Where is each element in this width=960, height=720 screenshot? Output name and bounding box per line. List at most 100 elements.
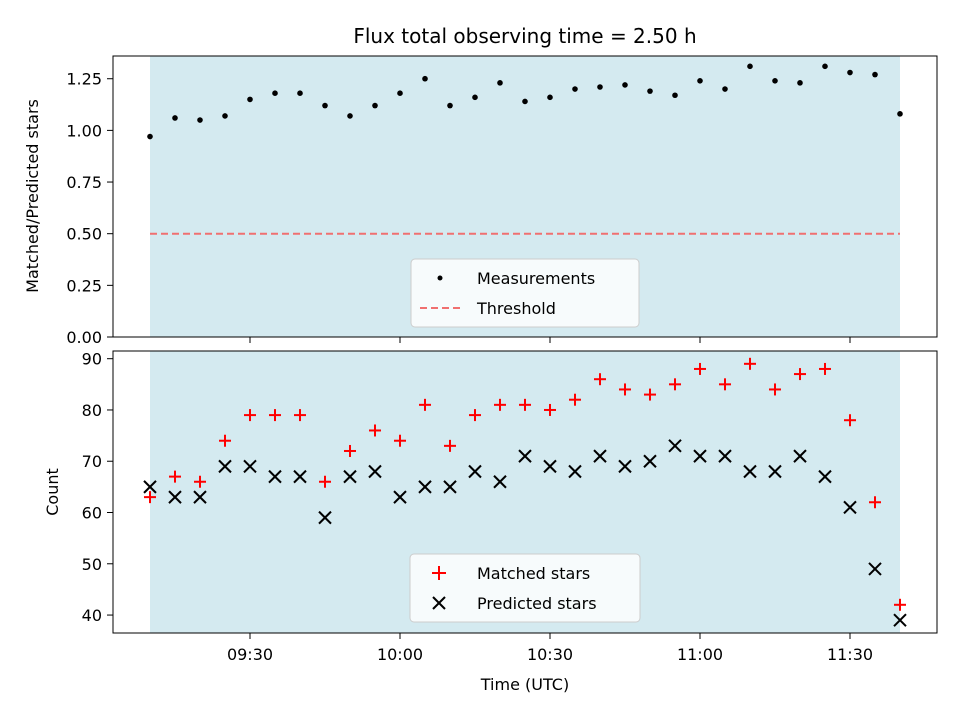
matched-star-point xyxy=(594,373,606,386)
measurement-point xyxy=(322,102,328,109)
predicted-star-point xyxy=(543,459,557,474)
measurement-point xyxy=(897,111,903,117)
predicted-star-point xyxy=(818,469,832,484)
predicted-star-point xyxy=(168,490,182,504)
measurement-point xyxy=(547,94,553,101)
predicted-star-point xyxy=(318,510,332,525)
predicted-star-point xyxy=(143,480,157,494)
top-axes-frame xyxy=(112,55,938,338)
measurement-point xyxy=(572,86,578,92)
predicted-star-point xyxy=(493,475,507,489)
legend-measurements-label: Measurements xyxy=(477,269,595,288)
legend-threshold-label: Threshold xyxy=(476,299,556,318)
xtick-label: 10:30 xyxy=(527,645,573,664)
measurement-point xyxy=(772,77,778,84)
predicted-star-point xyxy=(618,459,632,474)
bottom-legend: Matched stars Predicted stars xyxy=(409,553,641,623)
matched-star-point xyxy=(644,388,656,401)
predicted-star-point xyxy=(368,464,382,479)
matched-star-point xyxy=(544,403,556,416)
bottom-ytick-label: 80 xyxy=(82,401,102,420)
bottom-ytick-label: 90 xyxy=(82,350,102,369)
measurement-point xyxy=(597,84,603,90)
measurement-point xyxy=(797,80,803,86)
predicted-star-point xyxy=(443,480,457,494)
bottom-ytick-label: 40 xyxy=(82,606,102,625)
matched-star-point xyxy=(269,409,281,422)
predicted-star-point xyxy=(193,490,207,504)
predicted-star-point xyxy=(418,480,432,494)
measurement-point xyxy=(372,102,378,109)
predicted-star-point xyxy=(693,449,707,463)
legend-matched-label: Matched stars xyxy=(477,564,590,583)
matched-star-point xyxy=(369,424,381,437)
predicted-star-point xyxy=(568,464,582,479)
top-legend: Measurements Threshold xyxy=(410,258,640,328)
top-ytick-label: 0.75 xyxy=(66,173,102,192)
measurement-point xyxy=(522,98,528,105)
measurement-point xyxy=(672,92,678,99)
predicted-star-point xyxy=(668,439,682,453)
measurement-point xyxy=(297,90,303,96)
measurement-point xyxy=(222,113,228,119)
measurement-point xyxy=(872,71,878,78)
predicted-star-point xyxy=(843,500,857,515)
measurement-point xyxy=(147,133,153,140)
matched-star-point xyxy=(219,434,231,447)
predicted-star-point xyxy=(593,449,607,463)
matched-star-point xyxy=(619,383,631,396)
predicted-star-point xyxy=(343,469,357,484)
matched-star-point xyxy=(294,409,306,422)
measurement-point xyxy=(247,96,253,103)
measurement-point xyxy=(272,90,278,96)
matched-star-point xyxy=(819,362,831,375)
bottom-axes-frame xyxy=(112,350,938,634)
predicted-star-point xyxy=(718,449,732,463)
matched-star-point xyxy=(144,491,156,504)
legend-measurements-marker xyxy=(437,275,443,281)
bottom-ytick-label: 60 xyxy=(82,504,102,523)
measurement-point xyxy=(747,63,753,70)
matched-star-point xyxy=(719,378,731,391)
matched-star-point xyxy=(394,434,406,447)
xtick-label: 11:30 xyxy=(827,645,873,664)
xtick-label: 11:00 xyxy=(677,645,723,664)
matched-star-point xyxy=(419,398,431,411)
measurement-point xyxy=(197,117,203,123)
predicted-star-point xyxy=(243,459,257,474)
matched-star-point xyxy=(844,414,856,427)
matched-star-point xyxy=(519,398,531,411)
bottom-ytick-label: 50 xyxy=(82,555,102,574)
matched-star-point xyxy=(569,393,581,406)
legend-predicted-marker xyxy=(432,596,446,610)
measurement-point xyxy=(647,88,653,94)
measurement-point xyxy=(397,90,403,96)
legend-predicted-label: Predicted stars xyxy=(477,594,597,613)
predicted-star-point xyxy=(518,449,532,463)
matched-star-point xyxy=(194,475,206,488)
top-panel: 0.00 0.25 0.50 0.75 1.00 1.25 Matched/Predict… xyxy=(23,55,938,347)
matched-star-point xyxy=(169,470,181,483)
measurement-point xyxy=(497,80,503,86)
predicted-star-point xyxy=(768,464,782,479)
predicted-star-point xyxy=(393,490,407,504)
predicted-star-point xyxy=(218,459,232,474)
matched-star-point xyxy=(794,368,806,381)
measurement-point xyxy=(422,75,428,82)
chart-title: Flux total observing time = 2.50 h xyxy=(353,24,696,48)
predicted-star-point xyxy=(468,464,482,479)
top-ytick-label: 1.25 xyxy=(66,70,102,89)
xtick-label: 10:00 xyxy=(377,645,423,664)
predicted-star-point xyxy=(868,562,882,576)
legend-matched-marker xyxy=(432,566,446,580)
predicted-star-point xyxy=(293,469,307,484)
top-ytick-label: 0.25 xyxy=(66,276,102,295)
bottom-xlabel: Time (UTC) xyxy=(480,675,569,694)
bottom-ylabel: Count xyxy=(43,468,62,516)
top-ylabel: Matched/Predicted stars xyxy=(23,99,42,293)
top-ytick-label: 1.00 xyxy=(66,121,102,140)
matched-star-point xyxy=(694,362,706,375)
predicted-star-point xyxy=(893,613,907,627)
measurement-point xyxy=(822,63,828,70)
